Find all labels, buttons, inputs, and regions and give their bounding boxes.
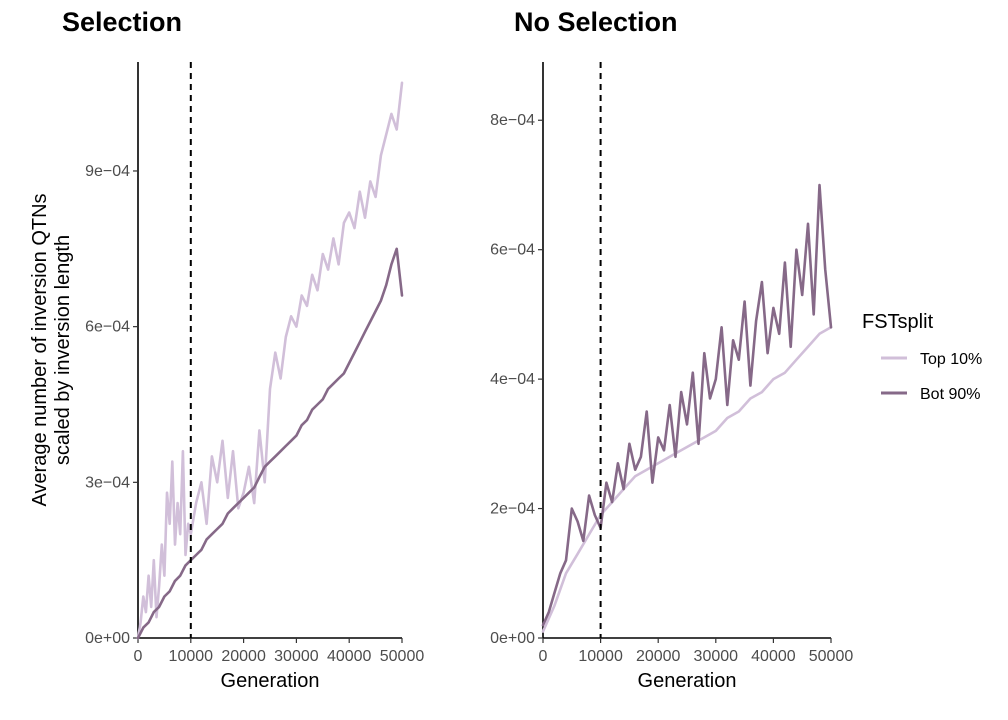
series-line-top-10 <box>136 81 404 640</box>
x-tick-label: 20000 <box>636 648 681 665</box>
series-line-top-10 <box>541 325 833 633</box>
x-tick-label: 40000 <box>327 648 372 665</box>
panel-title: Selection <box>62 7 182 37</box>
x-tick-label: 0 <box>539 648 548 665</box>
x-tick-label: 50000 <box>380 648 425 665</box>
panel-title: No Selection <box>514 7 678 37</box>
panel-no-selection: No Selection 0 10000 20000 30000 40000 50000 0e… <box>490 7 853 692</box>
x-tick-label: 0 <box>134 648 143 665</box>
y-tick-label: 6e−04 <box>490 242 535 259</box>
legend-label: Top 10% <box>920 351 982 368</box>
y-axis-title-line: scaled by inversion length <box>52 235 74 465</box>
y-axis-title: Average number of inversion QTNs scaled b… <box>29 193 74 506</box>
y-axis-title-line: Average number of inversion QTNs <box>29 193 51 506</box>
y-tick-label: 4e−04 <box>490 371 535 388</box>
y-tick-label: 3e−04 <box>85 474 130 491</box>
x-tick-label: 40000 <box>751 648 796 665</box>
legend: FSTsplit Top 10% Bot 90% <box>862 311 982 403</box>
legend-title: FSTsplit <box>862 311 934 333</box>
y-tick-label: 6e−04 <box>85 319 130 336</box>
x-tick-label: 30000 <box>274 648 319 665</box>
y-tick-label: 2e−04 <box>490 501 535 518</box>
legend-label: Bot 90% <box>920 386 980 403</box>
series-line-bot-90 <box>541 183 833 627</box>
x-tick-label: 10000 <box>578 648 623 665</box>
x-tick-label: 10000 <box>169 648 214 665</box>
x-tick-label: 30000 <box>694 648 739 665</box>
x-axis-title: Generation <box>638 670 737 692</box>
panel-selection: Selection 0 10000 20000 30000 40000 50000 0e+00… <box>29 7 424 692</box>
y-tick-label: 9e−04 <box>85 163 130 180</box>
y-tick-label: 0e+00 <box>490 630 535 647</box>
y-tick-label: 0e+00 <box>85 630 130 647</box>
series-line-bot-90 <box>136 247 404 640</box>
x-tick-label: 50000 <box>809 648 854 665</box>
x-axis-title: Generation <box>221 670 320 692</box>
y-tick-label: 8e−04 <box>490 112 535 129</box>
x-tick-label: 20000 <box>221 648 266 665</box>
